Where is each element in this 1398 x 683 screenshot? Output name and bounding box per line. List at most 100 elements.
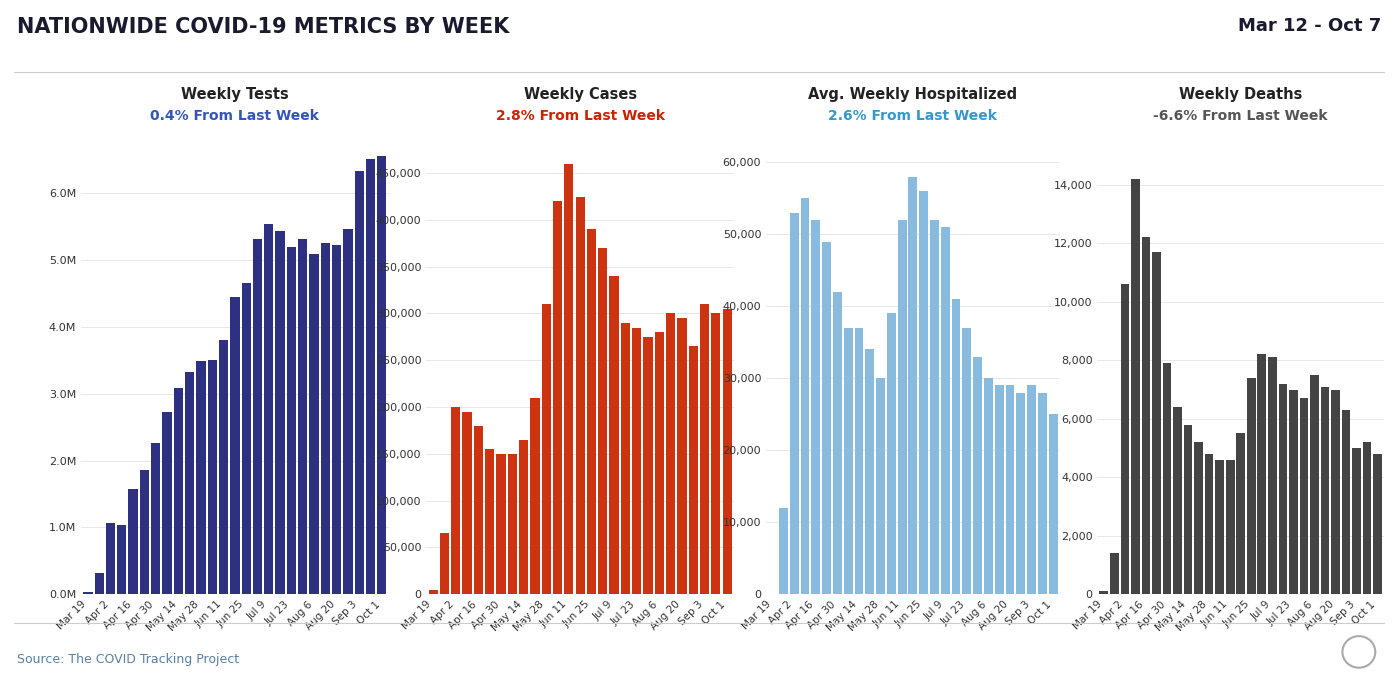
Bar	[1300, 398, 1309, 594]
Bar	[995, 385, 1004, 594]
Bar	[541, 304, 551, 594]
Bar	[1352, 448, 1360, 594]
Bar	[833, 292, 842, 594]
Bar	[854, 328, 864, 594]
Bar	[1048, 415, 1058, 594]
Bar	[576, 197, 584, 594]
Bar	[355, 171, 363, 594]
Bar	[377, 156, 386, 594]
Bar	[1037, 393, 1047, 594]
Bar	[1121, 284, 1130, 594]
Bar	[129, 489, 138, 594]
Bar	[264, 224, 274, 594]
Bar	[898, 220, 906, 594]
Bar	[185, 372, 194, 594]
Bar	[452, 407, 460, 594]
Bar	[474, 426, 484, 594]
Bar	[95, 574, 103, 594]
Bar	[1226, 460, 1234, 594]
Bar	[621, 323, 630, 594]
Bar	[610, 276, 619, 594]
Bar	[920, 191, 928, 594]
Bar	[1163, 363, 1172, 594]
Title: Avg. Weekly Hospitalized: Avg. Weekly Hospitalized	[808, 87, 1018, 102]
Bar	[106, 523, 115, 594]
Text: -6.6% From Last Week: -6.6% From Last Week	[1153, 109, 1328, 123]
Bar	[84, 592, 92, 594]
Text: 0.4% From Last Week: 0.4% From Last Week	[151, 109, 319, 123]
Bar	[117, 525, 126, 594]
Bar	[162, 413, 172, 594]
Bar	[440, 533, 449, 594]
Bar	[1028, 385, 1036, 594]
Bar	[677, 318, 686, 594]
Bar	[1205, 454, 1213, 594]
Bar	[643, 337, 653, 594]
Bar	[1247, 378, 1255, 594]
Bar	[1131, 179, 1139, 594]
Bar	[196, 361, 206, 594]
Bar	[1194, 442, 1202, 594]
Text: NATIONWIDE COVID-19 METRICS BY WEEK: NATIONWIDE COVID-19 METRICS BY WEEK	[17, 17, 509, 37]
Bar	[700, 304, 709, 594]
Bar	[298, 239, 308, 594]
Text: Source: The COVID Tracking Project: Source: The COVID Tracking Project	[17, 653, 239, 666]
Bar	[140, 470, 150, 594]
Bar	[554, 201, 562, 594]
Bar	[886, 313, 896, 594]
Bar	[429, 589, 438, 594]
Bar	[287, 247, 296, 594]
Bar	[984, 378, 993, 594]
Title: Weekly Tests: Weekly Tests	[180, 87, 289, 102]
Bar	[208, 361, 217, 594]
Bar	[1110, 553, 1118, 594]
Bar	[822, 242, 830, 594]
Bar	[309, 254, 319, 594]
Text: Mar 12 - Oct 7: Mar 12 - Oct 7	[1239, 17, 1381, 35]
Bar	[1016, 393, 1025, 594]
Bar	[801, 198, 809, 594]
Bar	[1173, 407, 1181, 594]
Bar	[962, 328, 972, 594]
Bar	[811, 220, 821, 594]
Text: 2.6% From Last Week: 2.6% From Last Week	[829, 109, 997, 123]
Bar	[519, 440, 528, 594]
Bar	[865, 350, 874, 594]
Bar	[253, 239, 261, 594]
Bar	[1215, 460, 1225, 594]
Bar	[1099, 591, 1109, 594]
Bar	[712, 313, 720, 594]
Title: Weekly Cases: Weekly Cases	[524, 87, 636, 102]
Bar	[941, 227, 949, 594]
Bar	[973, 357, 981, 594]
Bar	[219, 340, 228, 594]
Bar	[1342, 410, 1350, 594]
Bar	[320, 242, 330, 594]
Bar	[565, 164, 573, 594]
Bar	[496, 454, 506, 594]
Bar	[173, 389, 183, 594]
Title: Weekly Deaths: Weekly Deaths	[1179, 87, 1303, 102]
Bar	[1373, 454, 1383, 594]
Bar	[1005, 385, 1015, 594]
Bar	[463, 412, 471, 594]
Bar	[779, 508, 788, 594]
Bar	[598, 248, 607, 594]
Bar	[1289, 389, 1297, 594]
Bar	[366, 159, 375, 594]
Bar	[231, 297, 239, 594]
Bar	[1363, 442, 1371, 594]
Bar	[1310, 375, 1318, 594]
Bar	[1257, 354, 1267, 594]
Bar	[632, 328, 642, 594]
Text: 2.8% From Last Week: 2.8% From Last Week	[496, 109, 664, 123]
Bar	[344, 229, 352, 594]
Bar	[530, 398, 540, 594]
Bar	[151, 443, 161, 594]
Bar	[587, 229, 596, 594]
Bar	[952, 299, 960, 594]
Bar	[689, 346, 698, 594]
Bar	[331, 245, 341, 594]
Bar	[1268, 357, 1276, 594]
Bar	[665, 313, 675, 594]
